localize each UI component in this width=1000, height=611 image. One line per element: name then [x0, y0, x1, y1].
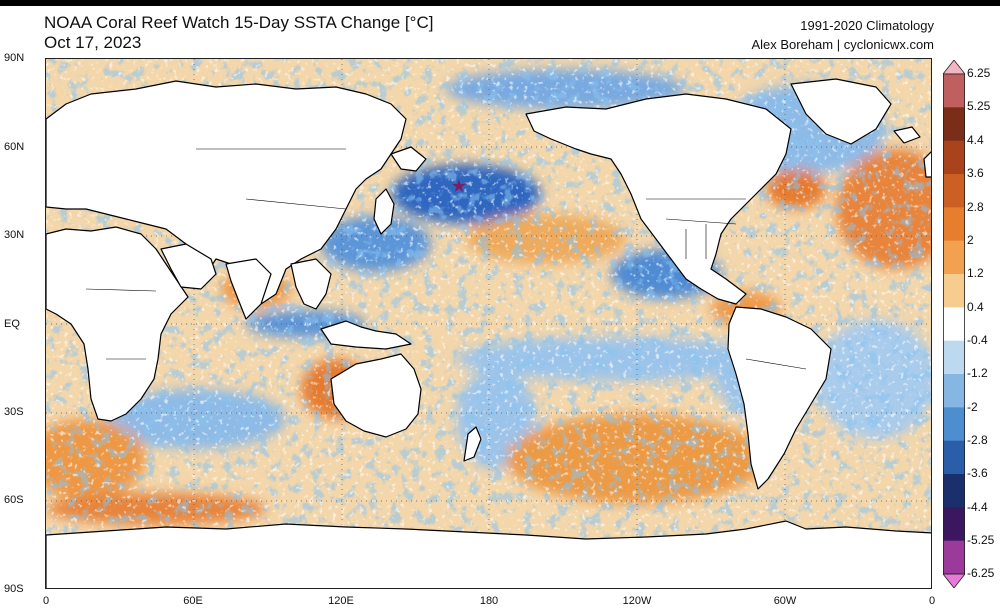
land-greenland	[790, 78, 892, 145]
cb-label-3.6: 3.6	[967, 166, 984, 180]
lon-label-0-left: 0	[42, 595, 50, 607]
colorbar-segment	[943, 374, 965, 408]
lat-label-30s: 30S	[4, 406, 24, 418]
country-borders	[85, 148, 807, 370]
cb-label-neg1.2: -1.2	[967, 366, 988, 380]
colorbar-segment	[943, 540, 965, 575]
colorbar-segment	[943, 174, 965, 208]
lon-label-60e: 60E	[183, 595, 203, 607]
lat-label-60s: 60S	[4, 494, 24, 506]
lat-label-90n: 90N	[4, 52, 25, 64]
land-borneo-indonesia	[320, 320, 412, 350]
lat-label-30n: 30N	[4, 229, 25, 241]
cb-label-neg5.25: -5.25	[967, 533, 995, 547]
land-iceland	[893, 126, 921, 144]
cb-label-1.2: 1.2	[967, 266, 984, 280]
sst-anomaly-map: ★	[45, 58, 932, 589]
cb-label-neg6.25: -6.25	[967, 566, 995, 580]
lat-label-eq: EQ	[4, 318, 20, 330]
colorbar-top-arrow	[942, 59, 966, 75]
colorbar-segment	[943, 107, 965, 142]
cb-label-6.25: 6.25	[967, 66, 991, 80]
cb-label-2.8: 2.8	[967, 200, 984, 214]
map-title: NOAA Coral Reef Watch 15-Day SSTA Change…	[44, 13, 434, 32]
cb-label-neg2.8: -2.8	[967, 433, 988, 447]
cb-label-neg3.6: -3.6	[967, 466, 988, 480]
cb-label-neg2: -2	[967, 400, 978, 414]
land-south-america	[727, 306, 832, 490]
lon-label-0-right: 0	[928, 595, 936, 607]
land-se-asia	[290, 258, 332, 310]
colorbar-segment	[943, 440, 965, 475]
land-europe-asia	[46, 80, 407, 305]
land-arabia	[160, 243, 217, 290]
colorbar	[942, 59, 966, 589]
colorbar-segment	[943, 274, 965, 308]
cb-label-4.4: 4.4	[967, 133, 984, 147]
climatology-label: 1991-2020 Climatology	[800, 18, 934, 33]
colorbar-bottom-arrow	[942, 573, 966, 589]
top-bar	[0, 0, 1000, 6]
colorbar-segment	[943, 140, 965, 175]
land-alaska-kamchatka	[390, 146, 427, 172]
land-africa	[46, 226, 189, 422]
land-uk	[923, 151, 931, 178]
colorbar-segment	[943, 340, 965, 375]
colorbar-segment	[943, 307, 965, 342]
colorbar-svg	[942, 59, 966, 589]
lat-label-90s: 90S	[4, 583, 24, 595]
map-canvas: ★	[46, 59, 931, 588]
land-antarctica	[46, 520, 931, 588]
lon-label-60w: 60W	[773, 595, 797, 607]
cb-label-5.25: 5.25	[967, 99, 991, 113]
lon-label-120e: 120E	[328, 595, 354, 607]
colorbar-segment	[943, 207, 965, 242]
colorbar-segment	[943, 74, 965, 108]
author-credit: Alex Boreham | cyclonicwx.com	[751, 37, 934, 52]
land-new-zealand	[463, 426, 482, 462]
colorbar-segment	[943, 507, 965, 542]
colorbar-segment	[943, 240, 965, 275]
land-australia	[330, 353, 422, 438]
cb-label-2: 2	[967, 233, 974, 247]
lon-label-180: 180	[479, 595, 499, 607]
colorbar-segment	[943, 474, 965, 508]
lon-label-120w: 120W	[622, 595, 652, 607]
colorbar-outline	[943, 73, 966, 575]
map-date: Oct 17, 2023	[44, 33, 142, 52]
lat-label-60n: 60N	[4, 141, 25, 153]
land-japan	[373, 188, 395, 235]
cb-label-neg0.4: -0.4	[967, 333, 988, 347]
land-india	[225, 258, 272, 320]
cb-label-neg4.4: -4.4	[967, 500, 988, 514]
star-marker-icon: ★	[451, 176, 467, 197]
cb-label-0.4: 0.4	[967, 300, 984, 314]
colorbar-segment	[943, 407, 965, 442]
